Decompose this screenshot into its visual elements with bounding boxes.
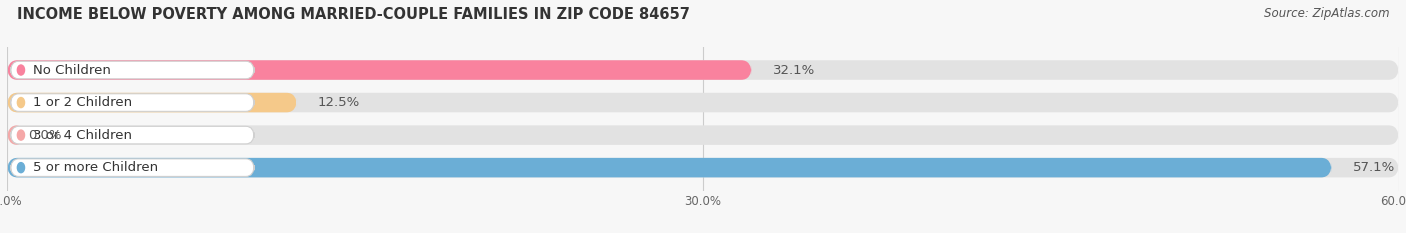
Circle shape — [17, 130, 24, 140]
Text: 0.0%: 0.0% — [28, 129, 62, 142]
Text: 57.1%: 57.1% — [1353, 161, 1395, 174]
FancyBboxPatch shape — [7, 158, 1331, 177]
FancyBboxPatch shape — [7, 60, 752, 80]
Text: INCOME BELOW POVERTY AMONG MARRIED-COUPLE FAMILIES IN ZIP CODE 84657: INCOME BELOW POVERTY AMONG MARRIED-COUPL… — [17, 7, 690, 22]
FancyBboxPatch shape — [7, 158, 1399, 177]
FancyBboxPatch shape — [7, 93, 297, 112]
FancyBboxPatch shape — [7, 60, 1399, 80]
FancyBboxPatch shape — [10, 61, 254, 79]
Text: Source: ZipAtlas.com: Source: ZipAtlas.com — [1264, 7, 1389, 20]
Text: 1 or 2 Children: 1 or 2 Children — [32, 96, 132, 109]
Text: 32.1%: 32.1% — [773, 64, 815, 76]
Text: 5 or more Children: 5 or more Children — [32, 161, 157, 174]
FancyBboxPatch shape — [10, 94, 254, 111]
Circle shape — [17, 163, 24, 173]
FancyBboxPatch shape — [10, 126, 254, 144]
Text: 12.5%: 12.5% — [318, 96, 360, 109]
FancyBboxPatch shape — [7, 93, 1399, 112]
Circle shape — [17, 65, 24, 75]
Circle shape — [17, 98, 24, 108]
FancyBboxPatch shape — [7, 125, 25, 145]
Text: No Children: No Children — [32, 64, 111, 76]
Text: 3 or 4 Children: 3 or 4 Children — [32, 129, 132, 142]
FancyBboxPatch shape — [7, 125, 1399, 145]
FancyBboxPatch shape — [10, 159, 254, 176]
